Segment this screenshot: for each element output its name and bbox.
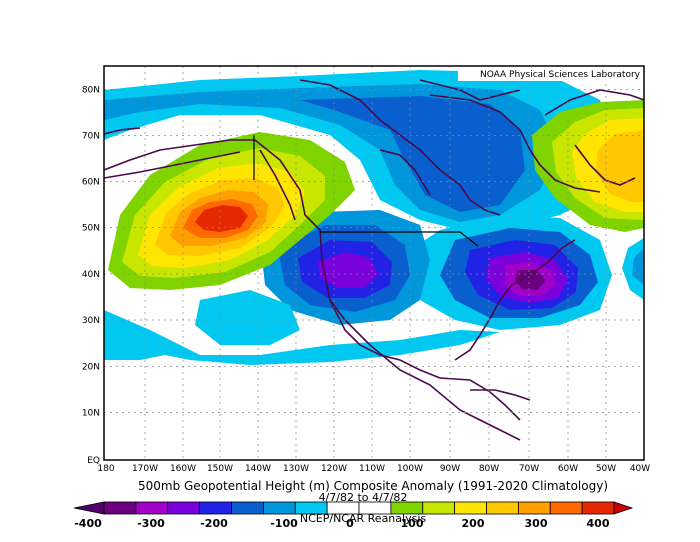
colorbar-max-arrow	[613, 501, 634, 515]
lon-label: 130W	[283, 464, 309, 474]
colorbar-tick: 200	[462, 517, 485, 530]
colorbar-tick: 400	[587, 517, 610, 530]
colorbar-segment	[390, 501, 424, 515]
lon-label: 110W	[359, 464, 385, 474]
colorbar-segment	[167, 501, 201, 515]
colorbar-segment	[454, 501, 487, 515]
lat-label: 80N	[82, 86, 100, 96]
lon-label: 160W	[170, 464, 196, 474]
lat-label: 10N	[82, 409, 100, 419]
lat-label: 30N	[82, 316, 100, 326]
lat-label: 20N	[82, 363, 100, 373]
coastlines	[104, 79, 644, 441]
colorbar-min-arrow	[73, 501, 105, 515]
political-boundaries	[253, 135, 479, 247]
lat-label: 50N	[82, 224, 100, 234]
lon-label: 140W	[245, 464, 271, 474]
lon-label: 40W	[630, 464, 650, 474]
colorbar-segment	[262, 501, 296, 515]
longitude-labels: 180 170W 160W 150W 140W 130W 120W 110W 1…	[97, 464, 650, 474]
data-source: NCEP/NCAR Reanalysis	[300, 512, 426, 525]
colorbar-tick: -100	[270, 517, 298, 530]
lon-label: 100W	[397, 464, 423, 474]
colorbar-tick-labels: -400 -300 -200 -100 0 100 200 300 400	[74, 517, 610, 530]
colorbar-segment	[486, 501, 519, 515]
western-us-negative-anomaly	[260, 210, 430, 325]
map-plot-area	[104, 66, 644, 460]
arctic-negative-anomaly	[104, 70, 620, 230]
colorbar-segment	[549, 501, 583, 515]
lon-label: 170W	[132, 464, 158, 474]
lat-label: EQ	[87, 456, 100, 466]
lon-label: 120W	[321, 464, 347, 474]
lon-label: 50W	[596, 464, 616, 474]
credit-box	[458, 66, 644, 81]
colorbar-segment	[135, 501, 169, 515]
colorbar-segment	[326, 501, 360, 515]
latitude-labels: 80N 70N 60N 50N 40N 30N 20N 10N EQ	[82, 86, 100, 467]
colorbar-tick: 100	[401, 517, 424, 530]
colorbar-segment	[422, 501, 456, 515]
map-title: 500mb Geopotential Height (m) Composite …	[138, 479, 608, 493]
lon-label: 180	[97, 464, 114, 474]
lon-label: 70W	[519, 464, 539, 474]
colorbar-segment	[294, 501, 328, 515]
lon-label: 90W	[440, 464, 460, 474]
atlantic-negative-anomaly	[622, 238, 644, 300]
pacific-positive-anomaly	[108, 132, 355, 290]
lat-label: 40N	[82, 270, 100, 280]
colorbar-tick: 0	[346, 517, 354, 530]
date-range: 4/7/82 to 4/7/82	[319, 491, 408, 504]
colorbar-tick: 300	[525, 517, 548, 530]
colorbar-segment	[231, 501, 264, 515]
colorbar-tick: -200	[200, 517, 228, 530]
colorbar-segment	[581, 501, 615, 515]
subtropical-negative-anomaly	[104, 290, 500, 365]
colorbar	[73, 501, 634, 515]
lon-label: 60W	[558, 464, 578, 474]
colorbar-tick: -300	[137, 517, 165, 530]
colorbar-segment	[358, 501, 392, 515]
lat-label: 60N	[82, 178, 100, 188]
map-frame	[103, 65, 645, 461]
lat-label: 70N	[82, 132, 100, 142]
greenland-positive-anomaly	[532, 100, 644, 232]
colorbar-segment	[517, 501, 551, 515]
graticule	[104, 66, 644, 460]
colorbar-tick: -400	[74, 517, 102, 530]
colorbar-segment	[199, 501, 232, 515]
colorbar-segment	[103, 501, 137, 515]
lon-label: 80W	[479, 464, 499, 474]
credit-text: NOAA Physical Sciences Laboratory	[480, 70, 641, 80]
lon-label: 150W	[207, 464, 233, 474]
